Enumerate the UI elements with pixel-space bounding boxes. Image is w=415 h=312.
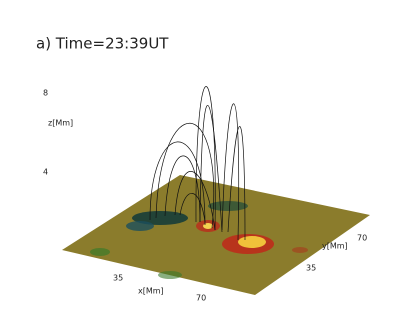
magnetogram-plane: [62, 175, 370, 295]
z-axis-label: z[Mm]: [48, 119, 73, 128]
x-tick-label: 70: [196, 294, 206, 303]
z-tick-label: 8: [43, 89, 48, 98]
x-tick-label: 35: [113, 274, 123, 283]
axes: 8 4 z[Mm] 35 70 x[Mm] 35 70 y[Mm]: [43, 89, 367, 303]
figure-title: a) Time=23:39UT: [36, 35, 169, 53]
y-tick-label: 35: [306, 264, 316, 273]
y-tick-label: 70: [357, 234, 367, 243]
field-lines: [149, 86, 246, 241]
x-axis-label: x[Mm]: [138, 287, 164, 296]
y-axis-label: y[Mm]: [322, 242, 348, 251]
z-tick-label: 4: [43, 168, 48, 177]
